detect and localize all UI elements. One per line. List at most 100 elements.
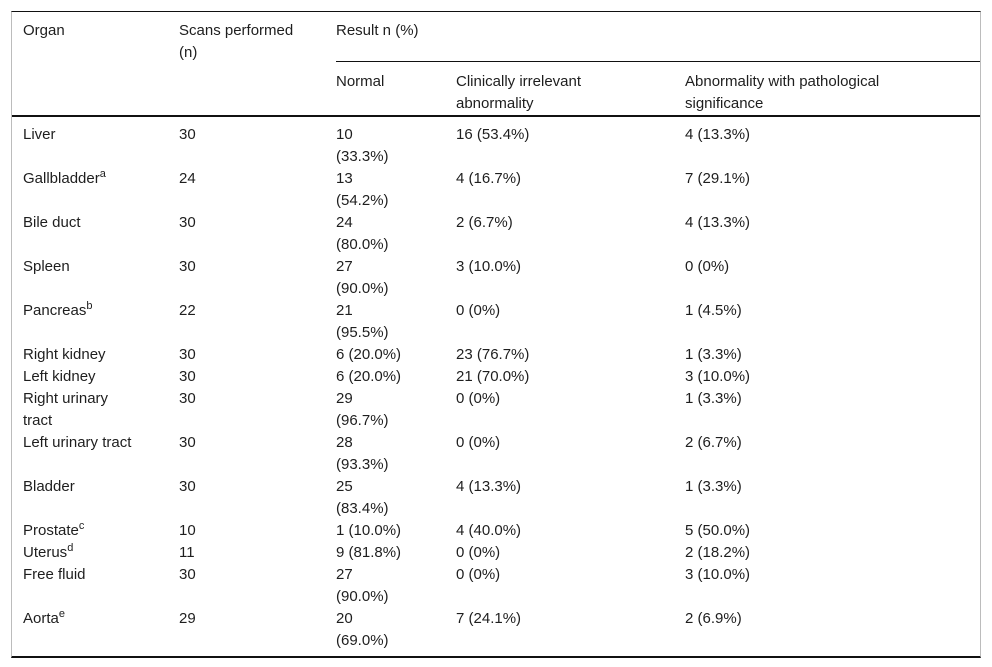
organ-cell: Free fluid — [12, 564, 179, 608]
table-row: Right kidney 30 6 (20.0%) 23 (76.7%) 1 (… — [12, 344, 980, 366]
scans-cell: 30 — [179, 257, 196, 275]
organ-name: Free fluid — [23, 565, 86, 583]
organ-name: Aorta — [23, 609, 59, 627]
irrelevant-cell: 0 (0%) — [456, 543, 501, 561]
scans-cell: 30 — [179, 345, 196, 363]
results-table: Organ Scans performed (n) Result n (%) N… — [12, 12, 981, 656]
table-row: Bile duct 30 24 (80.0%) 2 (6.7%) 4 (13.3… — [12, 212, 980, 256]
normal-cell: 27 (90.0%) — [336, 257, 389, 297]
pathological-cell: 4 (13.3%) — [685, 213, 751, 231]
organ-cell: Pancreasb — [12, 300, 179, 344]
organ-name: Left urinary tract — [23, 433, 132, 451]
pathological-cell: 3 (10.0%) — [685, 565, 751, 583]
scans-cell: 30 — [179, 565, 196, 583]
normal-cell: 25 (83.4%) — [336, 477, 389, 517]
irrelevant-cell: 21 (70.0%) — [456, 367, 530, 385]
normal-cell: 13 (54.2%) — [336, 169, 389, 209]
organ-name: Prostate — [23, 521, 79, 539]
column-header-normal: Normal — [336, 61, 456, 117]
organ-cell: Prostatec — [12, 520, 179, 542]
pathological-cell: 1 (4.5%) — [685, 301, 742, 319]
normal-cell: 10 (33.3%) — [336, 125, 389, 165]
organ-cell: Liver — [12, 116, 179, 168]
table-row: Bladder 30 25 (83.4%) 4 (13.3%) 1 (3.3%) — [12, 476, 980, 520]
irrelevant-cell: 0 (0%) — [456, 565, 501, 583]
table-row: Prostatec 10 1 (10.0%) 4 (40.0%) 5 (50.0… — [12, 520, 980, 542]
organ-name: Bile duct — [23, 213, 81, 231]
column-group-header-result: Result n (%) — [336, 12, 981, 62]
pathological-cell: 2 (6.9%) — [685, 609, 742, 627]
scans-cell: 11 — [179, 543, 195, 561]
pathological-cell: 4 (13.3%) — [685, 125, 751, 143]
irrelevant-cell: 3 (10.0%) — [456, 257, 522, 275]
footnote-marker: b — [86, 299, 93, 312]
irrelevant-cell: 7 (24.1%) — [456, 609, 522, 627]
column-header-organ: Organ — [12, 12, 179, 117]
table-frame: Organ Scans performed (n) Result n (%) N… — [11, 11, 981, 658]
table-row: Left urinary tract 30 28 (93.3%) 0 (0%) … — [12, 432, 980, 476]
pathological-cell: 0 (0%) — [685, 257, 730, 275]
irrelevant-cell: 4 (13.3%) — [456, 477, 522, 495]
organ-cell: Aortae — [12, 608, 179, 656]
organ-cell: Spleen — [12, 256, 179, 300]
table-row: Gallbladdera 24 13 (54.2%) 4 (16.7%) 7 (… — [12, 168, 980, 212]
normal-cell: 20 (69.0%) — [336, 609, 389, 649]
pathological-cell: 1 (3.3%) — [685, 345, 742, 363]
footnote-marker: e — [58, 607, 65, 620]
irrelevant-cell: 2 (6.7%) — [456, 213, 513, 231]
organ-cell: Right kidney — [12, 344, 179, 366]
organ-name: Bladder — [23, 477, 75, 495]
pathological-cell: 2 (18.2%) — [685, 543, 751, 561]
organ-cell: Left kidney — [12, 366, 179, 388]
irrelevant-cell: 4 (16.7%) — [456, 169, 522, 187]
irrelevant-cell: 0 (0%) — [456, 301, 501, 319]
pathological-cell: 7 (29.1%) — [685, 169, 751, 187]
organ-name: Right urinary tract — [23, 389, 109, 429]
table-row: Liver 30 10 (33.3%) 16 (53.4%) 4 (13.3%) — [12, 116, 980, 168]
scans-cell: 24 — [179, 169, 196, 187]
irrelevant-cell: 23 (76.7%) — [456, 345, 530, 363]
column-header-scans-performed: Scans performed (n) — [179, 12, 336, 117]
table-body: Liver 30 10 (33.3%) 16 (53.4%) 4 (13.3%)… — [12, 116, 980, 656]
scans-cell: 30 — [179, 389, 196, 407]
normal-cell: 27 (90.0%) — [336, 565, 389, 605]
organ-cell: Right urinary tract — [12, 388, 179, 432]
normal-cell: 29 (96.7%) — [336, 389, 389, 429]
irrelevant-cell: 0 (0%) — [456, 433, 501, 451]
scans-cell: 22 — [179, 301, 196, 319]
normal-cell: 21 (95.5%) — [336, 301, 389, 341]
scans-cell: 30 — [179, 213, 196, 231]
scans-cell: 10 — [179, 521, 196, 539]
organ-cell: Left urinary tract — [12, 432, 179, 476]
scans-cell: 30 — [179, 367, 196, 385]
organ-name: Pancreas — [23, 301, 87, 319]
organ-name: Gallbladder — [23, 169, 100, 187]
pathological-cell: 5 (50.0%) — [685, 521, 751, 539]
organ-name: Right kidney — [23, 345, 106, 363]
table-header: Organ Scans performed (n) Result n (%) N… — [12, 12, 981, 117]
normal-cell: 24 (80.0%) — [336, 213, 389, 253]
normal-cell: 28 (93.3%) — [336, 433, 389, 473]
table-row: Right urinary tract 30 29 (96.7%) 0 (0%)… — [12, 388, 980, 432]
normal-cell: 9 (81.8%) — [336, 543, 402, 561]
footnote-marker: c — [78, 519, 85, 532]
irrelevant-cell: 16 (53.4%) — [456, 125, 530, 143]
organ-cell: Bile duct — [12, 212, 179, 256]
normal-cell: 1 (10.0%) — [336, 521, 402, 539]
table-row: Free fluid 30 27 (90.0%) 0 (0%) 3 (10.0%… — [12, 564, 980, 608]
column-header-clinically-irrelevant: Clinically irrelevant abnormality — [456, 61, 685, 117]
pathological-cell: 1 (3.3%) — [685, 477, 742, 495]
table-row: Uterusd 11 9 (81.8%) 0 (0%) 2 (18.2%) — [12, 542, 980, 564]
normal-cell: 6 (20.0%) — [336, 345, 402, 363]
pathological-cell: 1 (3.3%) — [685, 389, 742, 407]
organ-name: Uterus — [23, 543, 68, 561]
organ-name: Spleen — [23, 257, 70, 275]
scans-cell: 30 — [179, 125, 196, 143]
table-row: Spleen 30 27 (90.0%) 3 (10.0%) 0 (0%) — [12, 256, 980, 300]
table-row: Left kidney 30 6 (20.0%) 21 (70.0%) 3 (1… — [12, 366, 980, 388]
scans-cell: 30 — [179, 477, 196, 495]
scans-cell: 30 — [179, 433, 196, 451]
pathological-cell: 3 (10.0%) — [685, 367, 751, 385]
table-row: Pancreasb 22 21 (95.5%) 0 (0%) 1 (4.5%) — [12, 300, 980, 344]
irrelevant-cell: 0 (0%) — [456, 389, 501, 407]
